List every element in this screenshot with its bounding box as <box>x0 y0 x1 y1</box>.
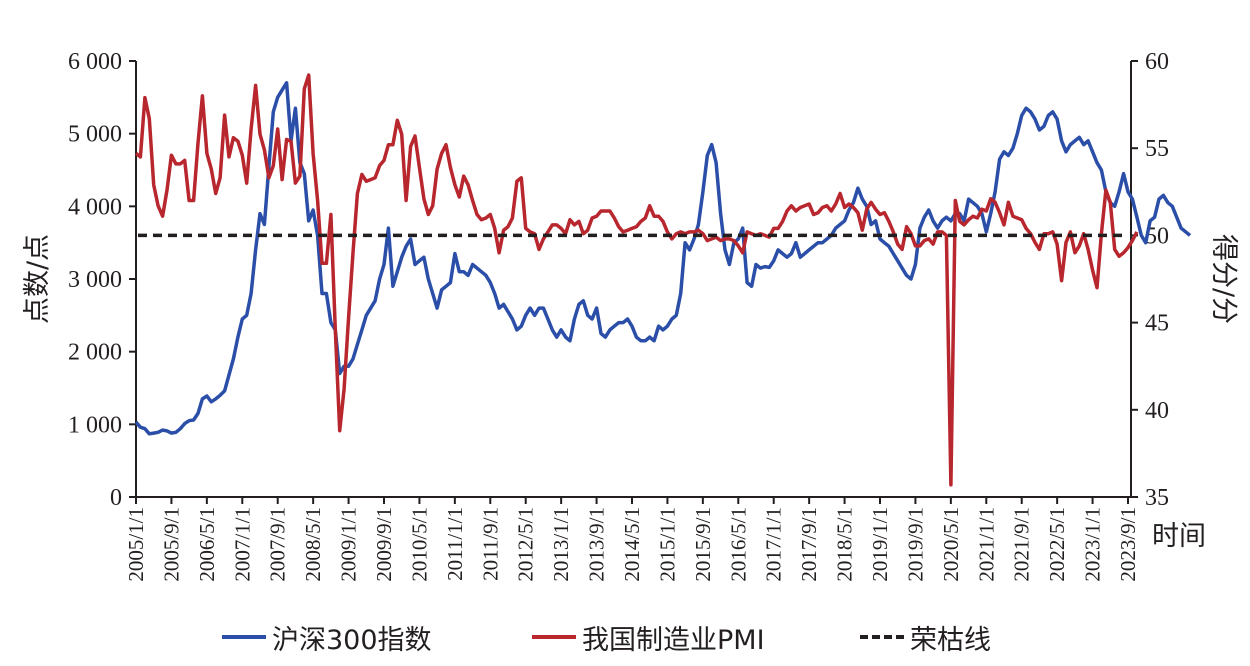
left-y-axis: 0 1 000 2 000 3 000 4 000 5 000 6 000 <box>68 49 137 511</box>
x-tick-label: 2006/5/1 <box>195 507 219 582</box>
x-tick-label: 2019/1/1 <box>868 507 892 582</box>
x-axis-title: 时间 <box>1152 521 1206 552</box>
x-tick-label: 2022/5/1 <box>1045 507 1069 582</box>
x-tick-label: 2011/9/1 <box>478 507 502 581</box>
right-axis-title: 得分/分 <box>1208 234 1239 324</box>
x-tick-label: 2015/1/1 <box>655 507 679 582</box>
left-tick-label: 1 000 <box>68 412 122 438</box>
csi300-line <box>134 81 1192 436</box>
x-tick-label: 2017/9/1 <box>797 507 821 582</box>
legend-item-boom-bust-line: 荣枯线 <box>860 612 991 662</box>
left-tick-label: 5 000 <box>68 122 122 148</box>
x-tick-label: 2005/1/1 <box>124 507 148 582</box>
x-tick-label: 2023/9/1 <box>1116 507 1140 582</box>
legend-item-csi300: 沪深300指数 <box>222 612 432 662</box>
x-tick-label: 2007/9/1 <box>266 507 290 582</box>
x-tick-label: 2009/9/1 <box>372 507 396 582</box>
pmi-line <box>134 73 1139 487</box>
x-tick-label: 2013/9/1 <box>585 507 609 582</box>
x-tick-label: 2019/9/1 <box>903 507 927 582</box>
left-tick-label: 6 000 <box>68 49 122 75</box>
legend-label: 荣枯线 <box>910 624 991 656</box>
x-tick-label: 2018/5/1 <box>833 507 857 582</box>
x-tick-label: 2021/1/1 <box>974 507 998 582</box>
x-tick-label: 2008/5/1 <box>301 507 325 582</box>
x-tick-label: 2020/5/1 <box>939 507 963 582</box>
x-tick-label: 2013/1/1 <box>549 507 573 582</box>
x-tick-label: 2012/5/1 <box>514 507 538 582</box>
legend-label: 我国制造业PMI <box>582 624 765 656</box>
right-tick-label: 55 <box>1145 136 1169 162</box>
left-tick-label: 4 000 <box>68 194 122 220</box>
x-tick-label: 2015/9/1 <box>691 507 715 582</box>
x-tick-label: 2011/1/1 <box>443 507 467 581</box>
x-tick-label: 2017/1/1 <box>762 507 786 582</box>
legend-item-pmi: 我国制造业PMI <box>532 612 765 662</box>
x-tick-label: 2009/1/1 <box>337 507 361 582</box>
legend-swatch-dashed-line <box>860 635 904 639</box>
legend-swatch-blue-line <box>222 635 266 639</box>
x-axis: 2005/1/1 2005/9/1 2006/5/1 2007/1/1 2007/9/1… <box>124 496 1140 582</box>
left-tick-label: 2 000 <box>68 340 122 366</box>
left-axis-title: 点数/点 <box>22 234 53 324</box>
x-tick-label: 2005/9/1 <box>159 507 183 582</box>
right-tick-label: 40 <box>1145 398 1169 424</box>
x-tick-label: 2007/1/1 <box>230 507 254 582</box>
left-tick-label: 0 <box>110 485 122 511</box>
legend-label: 沪深300指数 <box>272 624 432 656</box>
x-tick-label: 2023/1/1 <box>1081 507 1105 582</box>
x-tick-label: 2014/5/1 <box>620 507 644 582</box>
right-tick-label: 45 <box>1145 311 1169 337</box>
x-tick-label: 2021/9/1 <box>1010 507 1034 582</box>
right-tick-label: 60 <box>1145 49 1169 75</box>
plot-area <box>134 73 1192 487</box>
right-tick-label: 35 <box>1145 485 1169 511</box>
legend-swatch-red-line <box>532 635 576 639</box>
legend: 沪深300指数 我国制造业PMI 荣枯线 <box>0 612 1250 662</box>
x-tick-label: 2010/5/1 <box>407 507 431 582</box>
x-tick-label: 2016/5/1 <box>726 507 750 582</box>
left-tick-label: 3 000 <box>68 267 122 293</box>
